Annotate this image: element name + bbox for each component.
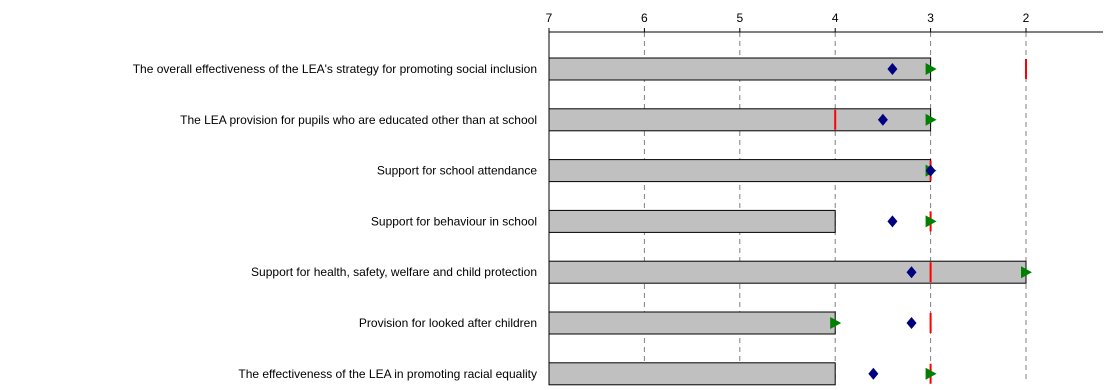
bar: [548, 260, 1027, 284]
category-label: Support for school attendance: [377, 164, 537, 178]
diamond-marker: [906, 317, 917, 329]
bar: [548, 362, 836, 386]
category-label: Provision for looked after children: [359, 316, 537, 330]
category-label: The overall effectiveness of the LEA's s…: [133, 62, 537, 76]
triangle-marker: [925, 367, 937, 380]
category-label: The LEA provision for pupils who are edu…: [180, 113, 537, 127]
bar: [548, 108, 932, 132]
diamond-marker: [906, 266, 917, 279]
diamond-marker: [887, 63, 898, 75]
x-axis-tick-labels: 7 6 5 4 3 2: [546, 11, 1030, 25]
bar: [548, 57, 932, 81]
diamond-marker: [925, 164, 936, 177]
triangle-marker: [925, 215, 937, 228]
triangle-marker: [1021, 266, 1032, 279]
x-tick-label: 2: [1023, 11, 1030, 25]
bars: [548, 57, 1027, 386]
x-tick-label: 5: [736, 11, 743, 25]
bar: [548, 159, 932, 183]
x-tick-label: 4: [832, 11, 839, 25]
category-labels: The overall effectiveness of the LEA's s…: [133, 62, 538, 381]
diamond-marker: [877, 113, 888, 126]
x-tick-label: 3: [927, 11, 934, 25]
triangle-marker: [925, 113, 937, 126]
diamond-marker: [887, 215, 898, 228]
bar: [548, 311, 836, 335]
diamond-marker: [868, 367, 879, 380]
x-tick-label: 6: [641, 11, 648, 25]
triangle-marker: [830, 317, 842, 329]
category-label: The effectiveness of the LEA in promotin…: [238, 367, 537, 381]
x-tick-label: 7: [546, 11, 553, 25]
category-label: Support for behaviour in school: [371, 214, 537, 228]
bar: [548, 209, 836, 233]
markers: [830, 59, 1032, 384]
triangle-marker: [925, 63, 937, 75]
category-label: Support for health, safety, welfare and …: [251, 265, 537, 279]
